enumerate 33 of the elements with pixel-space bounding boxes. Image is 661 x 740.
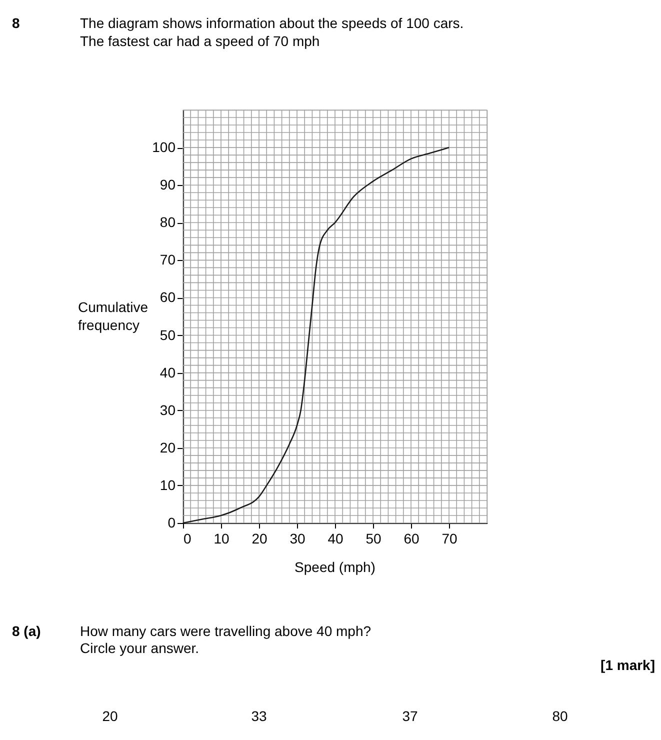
text: 8 [12, 15, 20, 31]
y-tick-label: 70 [160, 252, 176, 268]
y-tick-label: 40 [160, 364, 176, 380]
y-tick-label: 100 [152, 139, 176, 156]
text: 80 [552, 708, 568, 724]
text: 20 [102, 708, 118, 724]
x-tick-label: 40 [328, 530, 344, 546]
y-tick-label: 90 [160, 176, 176, 193]
x-tick-label: 30 [290, 530, 306, 546]
y-tick-label: 30 [160, 402, 176, 418]
text: 37 [402, 708, 418, 724]
chart-title: The diagram shows information about the speeds of 100 cars. [80, 15, 464, 31]
y-tick-label: 0 [168, 514, 176, 530]
x-tick-label: 70 [442, 530, 458, 546]
line-series [182, 146, 450, 524]
y-tick-label: 60 [160, 289, 176, 306]
y-tick-label: 80 [160, 214, 176, 230]
x-tick-label: 50 [366, 530, 382, 546]
text: How many cars were travelling above 40 mph? [80, 623, 372, 639]
x-tick-label: 20 [252, 530, 268, 546]
text: Circle your answer. [80, 640, 200, 656]
text: 8 (a) [12, 623, 41, 639]
x-tick-label: 60 [404, 530, 420, 546]
x-tick-label: 10 [214, 530, 230, 546]
y-tick-label: 10 [160, 476, 176, 493]
text: 33 [251, 708, 267, 724]
chart-subtitle: The fastest car had a speed of 70 mph [80, 33, 320, 49]
x-axis-title: Speed (mph) [294, 559, 376, 575]
y-tick-label: 50 [160, 326, 176, 343]
y-axis-title: Cumulative frequency [78, 299, 148, 333]
text: [1 mark] [600, 657, 655, 673]
y-tick-label: 20 [160, 439, 176, 456]
x-tick-label: 0 [184, 530, 192, 546]
